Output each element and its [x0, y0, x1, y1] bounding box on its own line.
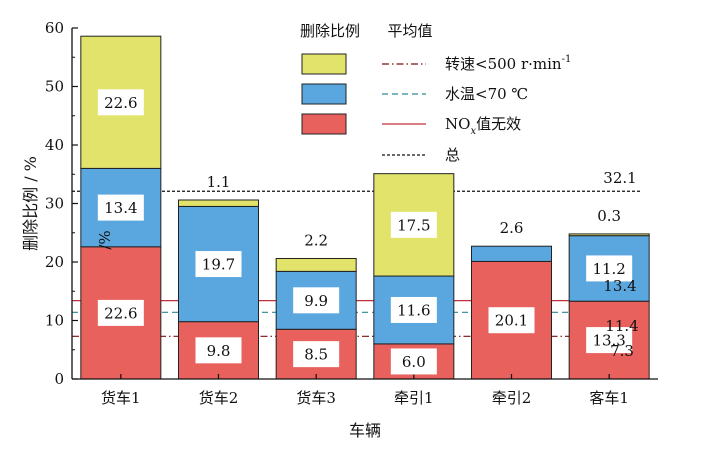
- legend-label: 水温<70 ℃: [445, 85, 528, 103]
- legend-swatch: [301, 53, 347, 75]
- x-axis-title: 车辆: [349, 421, 381, 440]
- y-axis-title: 删除比例 / %: [21, 156, 40, 251]
- reference-line-label: 11.4: [605, 317, 638, 335]
- data-label-box: [293, 341, 340, 368]
- data-label-box: [586, 327, 633, 354]
- data-label: 6.0: [402, 353, 426, 371]
- data-label: 2.6: [500, 219, 524, 237]
- data-label: 11.6: [397, 301, 430, 319]
- data-label: 0.3: [597, 207, 621, 225]
- bar-segment: [275, 257, 357, 272]
- y-tick-label: 50: [45, 78, 64, 96]
- data-label: 8.5: [304, 346, 328, 364]
- bar-segment: [471, 245, 552, 262]
- legend-header-bars: 删除比例: [300, 22, 360, 40]
- y-tick-label: 10: [45, 312, 64, 330]
- data-label: 2.2: [304, 231, 328, 249]
- data-label: 17.5: [397, 216, 430, 234]
- data-label: 9.9: [304, 292, 328, 310]
- y-tick-label: 40: [45, 136, 64, 154]
- reference-line-label: 32.1: [603, 169, 636, 187]
- reference-line-label: 7.3: [610, 342, 634, 360]
- legend-label-subscript: x: [470, 126, 476, 137]
- legend-label-superscript: -1: [562, 54, 572, 65]
- data-label-box: [390, 296, 437, 323]
- data-label: 9.8: [207, 342, 231, 360]
- data-label-box: [97, 194, 144, 221]
- bar-segment: [178, 199, 259, 207]
- legend-label: 转速<500 r·min-1: [445, 54, 571, 73]
- data-label: 22.6: [104, 304, 137, 322]
- data-label: 13.3: [592, 332, 625, 350]
- legend-header-lines: 平均值: [387, 22, 432, 40]
- x-tick-label: 货车3: [296, 389, 336, 407]
- x-tick-label: 客车1: [589, 389, 629, 407]
- bar-segment: [568, 233, 650, 237]
- legend-swatch: [301, 83, 347, 105]
- data-label: 19.7: [202, 256, 235, 274]
- data-label-box: [195, 251, 242, 278]
- data-label-box: [586, 255, 633, 282]
- x-tick-label: 牵引1: [394, 389, 434, 407]
- reference-line-label: 13.4: [603, 277, 636, 295]
- data-label-box: [97, 89, 144, 116]
- x-tick-label: 牵引2: [492, 389, 532, 407]
- data-label: 22.6: [104, 94, 137, 112]
- legend-label: 总: [445, 146, 460, 164]
- data-label-box: [488, 307, 535, 334]
- data-label-box: [390, 348, 437, 375]
- x-tick-label: 货车2: [199, 389, 239, 407]
- legend-label: NOx值无效: [445, 115, 521, 137]
- data-label-box: [293, 287, 340, 314]
- data-label: 20.1: [495, 312, 528, 330]
- y-tick-label: 20: [45, 253, 64, 271]
- data-label-box: [195, 337, 242, 364]
- legend-label-rest: 值无效: [476, 115, 521, 133]
- data-label: 1.1: [207, 173, 231, 191]
- legend-swatch: [301, 113, 347, 135]
- y-axis-unit-fragment: /%: [96, 230, 114, 249]
- y-tick-label: 0: [54, 370, 64, 388]
- y-tick-label: 60: [45, 19, 64, 37]
- x-tick-label: 货车1: [101, 389, 141, 407]
- data-label-box: [97, 299, 144, 326]
- y-tick-label: 30: [45, 195, 64, 213]
- data-label: 11.2: [592, 260, 625, 278]
- data-label: 13.4: [104, 199, 137, 217]
- data-label-box: [390, 211, 437, 238]
